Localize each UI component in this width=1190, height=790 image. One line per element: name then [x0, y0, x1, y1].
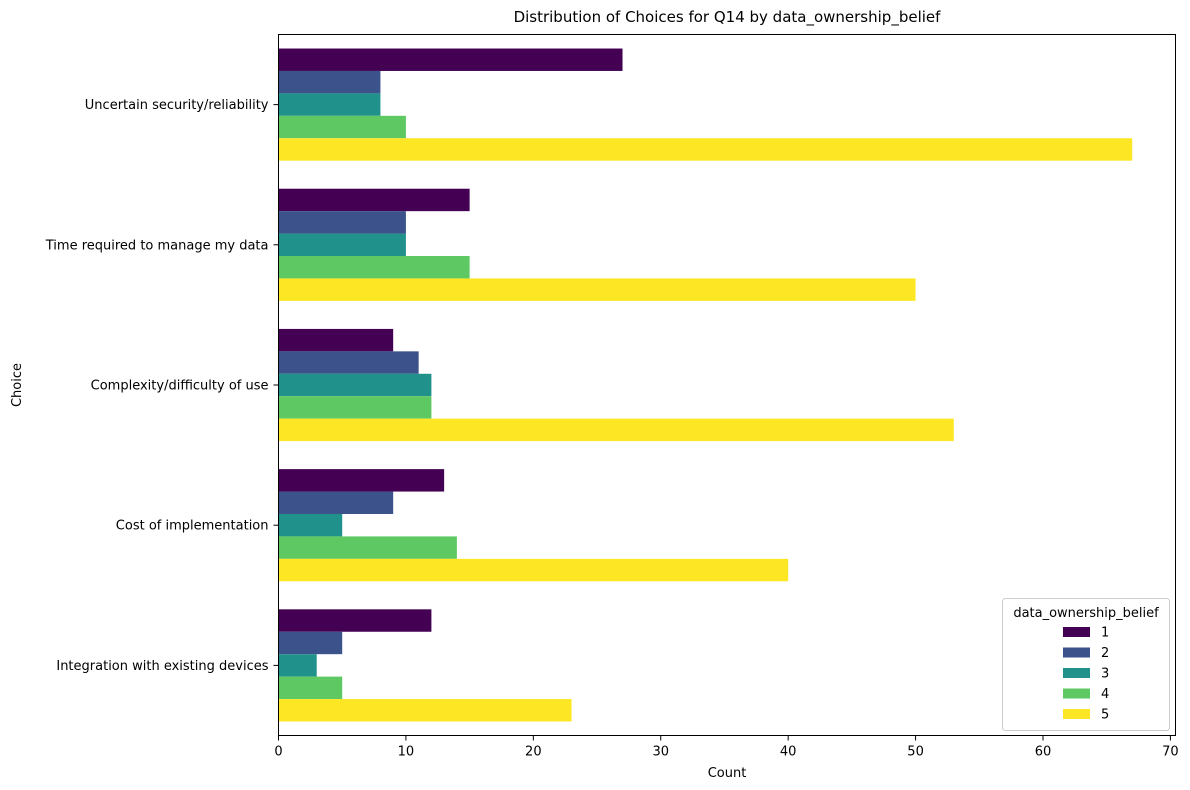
bar-4-series-3 [278, 513, 343, 537]
y-axis-label: Choice [10, 363, 25, 407]
legend-label-3: 3 [1101, 667, 1109, 682]
x-tick-label: 10 [398, 745, 415, 760]
legend-title: data_ownership_belief [1013, 606, 1159, 621]
x-tick-label: 60 [1035, 745, 1052, 760]
bar-1-series-2 [278, 70, 381, 94]
legend-swatch-1 [1063, 627, 1090, 637]
bar-4-series-1 [278, 469, 445, 492]
legend-label-5: 5 [1101, 708, 1109, 723]
y-tick-label: Time required to manage my data [45, 238, 269, 253]
bar-1-series-3 [278, 93, 381, 116]
bar-3-series-1 [278, 328, 394, 352]
y-tick-label: Uncertain security/reliability [85, 98, 269, 113]
bar-1-series-5 [278, 138, 1133, 161]
bar-3-series-5 [278, 418, 954, 442]
bar-2-series-5 [278, 278, 916, 301]
bar-5-series-1 [278, 609, 432, 632]
bar-4-series-2 [278, 491, 394, 514]
x-tick-label: 70 [1162, 745, 1179, 760]
bar-3-series-3 [278, 373, 432, 397]
x-tick-label: 0 [274, 745, 282, 760]
legend: data_ownership_belief 1 2 3 4 5 [1002, 598, 1170, 731]
bar-2-series-4 [278, 256, 470, 279]
x-tick-label: 20 [525, 745, 542, 760]
x-tick-label: 40 [780, 745, 797, 760]
bar-1-series-4 [278, 115, 406, 139]
legend-swatch-5 [1063, 709, 1090, 719]
bar-1-series-1 [278, 48, 623, 71]
bar-5-series-5 [278, 699, 572, 722]
legend-label-1: 1 [1101, 626, 1109, 641]
legend-label-4: 4 [1101, 687, 1109, 702]
bar-3-series-4 [278, 396, 432, 419]
legend-label-2: 2 [1101, 646, 1109, 661]
y-axis: Uncertain security/reliability Time requi… [45, 98, 279, 674]
bars-group [278, 48, 1133, 722]
x-tick-label: 50 [907, 745, 924, 760]
bar-5-series-3 [278, 654, 317, 677]
bar-4-series-4 [278, 536, 457, 559]
x-axis: 0 10 20 30 40 50 60 70 [274, 735, 1179, 760]
bar-5-series-4 [278, 676, 343, 700]
bar-2-series-3 [278, 233, 406, 257]
bar-2-series-2 [278, 211, 406, 234]
bar-3-series-2 [278, 351, 419, 374]
y-tick-label: Cost of implementation [116, 519, 269, 534]
plot-frame [278, 34, 1176, 736]
legend-swatch-4 [1063, 688, 1090, 699]
bar-5-series-2 [278, 631, 343, 655]
legend-swatch-3 [1063, 668, 1090, 678]
x-axis-label: Count [708, 766, 747, 781]
y-tick-label: Integration with existing devices [56, 659, 268, 674]
legend-swatch-2 [1063, 647, 1090, 658]
bar-2-series-1 [278, 188, 470, 212]
x-tick-label: 30 [652, 745, 669, 760]
legend-frame [1002, 598, 1170, 731]
y-tick-label: Complexity/difficulty of use [91, 379, 269, 394]
chart-title: Distribution of Choices for Q14 by data_… [514, 8, 942, 27]
bar-4-series-5 [278, 558, 789, 582]
